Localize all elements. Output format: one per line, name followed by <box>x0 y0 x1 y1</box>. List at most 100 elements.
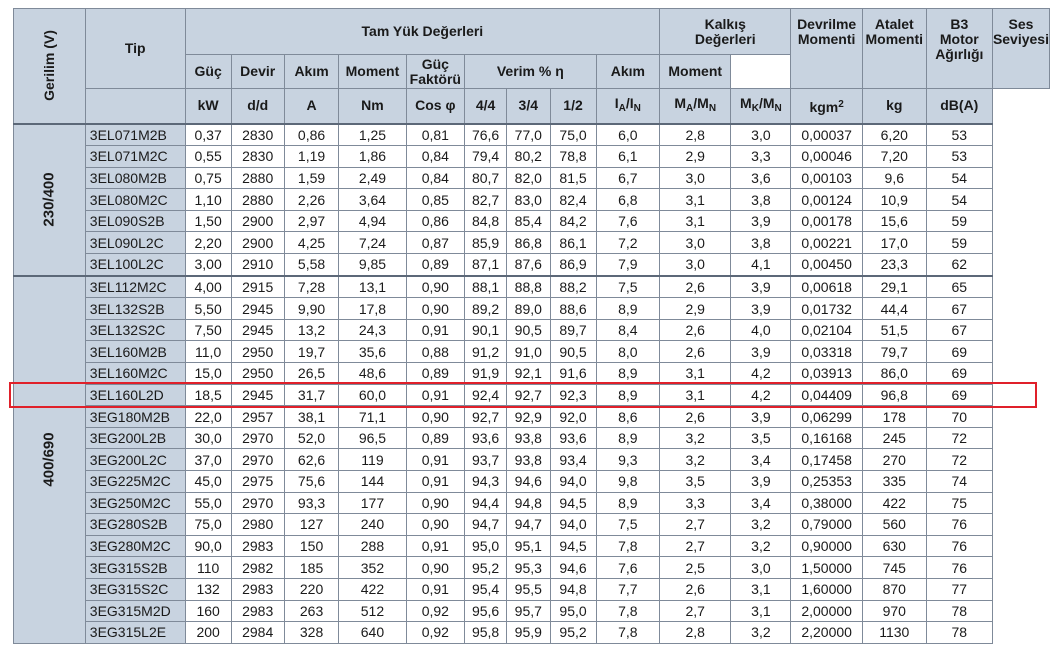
table-cell: 95,1 <box>506 534 551 558</box>
table-cell: 95,2 <box>549 621 597 644</box>
table-cell: 8,9 <box>595 383 661 407</box>
table-cell: 1,86 <box>338 145 407 168</box>
table-cell: 144 <box>338 470 407 493</box>
table-cell: 3,9 <box>730 274 792 299</box>
table-cell: 76 <box>925 556 993 579</box>
table-cell: 69 <box>925 362 993 385</box>
table-cell: 352 <box>338 556 407 579</box>
table-cell: 8,9 <box>595 491 661 515</box>
cell-tip: 3EL160M2C <box>84 362 186 385</box>
table-cell: 0,02104 <box>790 318 863 342</box>
table-cell: 38,1 <box>283 405 340 428</box>
table-cell: 53 <box>925 145 993 168</box>
table-cell: 55,0 <box>184 491 232 515</box>
table-cell: 2,5 <box>659 556 732 579</box>
table-row: 3EG315M2D 160 2983 263 512 0,92 95,6 95,7 95,0 7,… <box>14 599 1050 623</box>
table-cell: 93,3 <box>283 491 340 515</box>
table-cell: 4,94 <box>338 209 407 233</box>
table-cell: 970 <box>861 599 927 623</box>
table-cell: 0,88 <box>405 340 466 364</box>
table-cell: 72 <box>925 426 993 450</box>
table-row: 230/400 3EL071M2B 0,37 2830 0,86 1,25 0,81 76,6… <box>13 122 1050 277</box>
table-cell: 0,84 <box>405 166 466 190</box>
table-cell: 88,8 <box>506 274 551 299</box>
table-cell: 59 <box>925 209 993 233</box>
unit-4-4: 4/4 <box>464 88 508 124</box>
table-cell: 2,20 <box>184 231 232 255</box>
table-cell: 3,1 <box>659 383 732 407</box>
table-cell: 0,00450 <box>790 253 863 277</box>
table-cell: 17,0 <box>861 231 927 255</box>
table-cell: 7,9 <box>595 253 661 277</box>
table-cell: 1,59 <box>283 166 340 190</box>
table-cell: 95,2 <box>464 556 508 579</box>
table-row: 3EG250M2C 55,0 2970 93,3 177 0,90 94,4 94,8 94,5… <box>14 491 1050 515</box>
table-cell: 88,6 <box>549 297 597 320</box>
header-kalkis: Kalkış Değerleri <box>659 8 792 55</box>
table-cell: 89,2 <box>464 297 508 320</box>
table-cell: 72 <box>925 448 993 471</box>
table-cell: 2,6 <box>659 577 732 601</box>
table-cell: 30,0 <box>184 426 232 450</box>
table-cell: 0,01732 <box>790 297 863 320</box>
table-cell: 74 <box>925 470 993 493</box>
table-cell: 2983 <box>230 534 285 558</box>
table-cell: 132 <box>184 577 232 601</box>
table-cell: 3,3 <box>730 145 792 168</box>
table-cell: 81,5 <box>549 166 597 190</box>
table-cell: 35,6 <box>338 340 407 364</box>
table-cell: 4,1 <box>730 253 792 277</box>
motor-spec-table: Gerilim (V) Tip Tam Yük Değerleri Kalkış… <box>13 8 1050 644</box>
table-cell: 0,91 <box>405 534 466 558</box>
table-cell: 2970 <box>230 491 285 515</box>
table-cell: 6,7 <box>595 166 661 190</box>
unit-tip-blank <box>84 88 186 124</box>
table-cell: 240 <box>338 513 407 536</box>
table-row: 3EG200L2B 30,0 2970 52,0 96,5 0,89 93,6 93,8 93,… <box>14 426 1050 450</box>
table-cell: 93,4 <box>549 448 597 471</box>
table-cell: 0,90 <box>405 491 466 515</box>
table-header: Gerilim (V) Tip Tam Yük Değerleri Kalkış… <box>13 8 1050 124</box>
table-cell: 92,3 <box>549 383 597 407</box>
table-cell: 1,25 <box>338 122 407 147</box>
table-cell: 0,06299 <box>790 405 863 428</box>
table-cell: 91,6 <box>549 362 597 385</box>
table-cell: 75,0 <box>184 513 232 536</box>
table-cell: 263 <box>283 599 340 623</box>
table-cell: 77,0 <box>506 122 551 147</box>
table-cell: 9,8 <box>595 470 661 493</box>
table-cell: 92,7 <box>506 383 551 407</box>
table-cell: 0,00037 <box>790 122 863 147</box>
cell-tip: 3EG315S2B <box>84 556 186 579</box>
table-cell: 3,0 <box>730 122 792 147</box>
table-cell: 15,6 <box>861 209 927 233</box>
header-guc-faktoru: Güç Faktörü <box>405 54 466 89</box>
table-cell: 422 <box>338 577 407 601</box>
cell-tip: 3EL132S2B <box>84 297 186 320</box>
table-row-highlighted: 3EL160L2D 18,5 2945 31,7 60,0 0,91 92,4 92,7 92,… <box>14 383 1050 407</box>
table-cell: 29,1 <box>861 274 927 299</box>
table-cell: 127 <box>283 513 340 536</box>
table-cell: 8,9 <box>595 426 661 450</box>
header-akim: Akım <box>283 54 340 89</box>
table-cell: 3,1 <box>659 188 732 211</box>
table-cell: 6,20 <box>861 122 927 147</box>
table-cell: 1,10 <box>184 188 232 211</box>
table-cell: 512 <box>338 599 407 623</box>
table-cell: 3,4 <box>730 491 792 515</box>
table-cell: 96,5 <box>338 426 407 450</box>
unit-mk-mn: MK/MN <box>730 88 792 124</box>
table-cell: 6,1 <box>595 145 661 168</box>
cell-tip: 3EL071M2C <box>84 145 186 168</box>
motor-spec-table-container: Gerilim (V) Tip Tam Yük Değerleri Kalkış… <box>13 8 1050 644</box>
table-cell: 3,0 <box>730 556 792 579</box>
table-cell: 89,0 <box>506 297 551 320</box>
table-cell: 8,4 <box>595 318 661 342</box>
table-cell: 95,6 <box>464 599 508 623</box>
table-cell: 3,1 <box>659 362 732 385</box>
cell-tip: 3EL090L2C <box>84 231 186 255</box>
table-cell: 0,17458 <box>790 448 863 471</box>
table-cell: 53 <box>925 122 993 147</box>
unit-ia-in: IA/IN <box>595 88 661 124</box>
table-cell: 80,7 <box>464 166 508 190</box>
